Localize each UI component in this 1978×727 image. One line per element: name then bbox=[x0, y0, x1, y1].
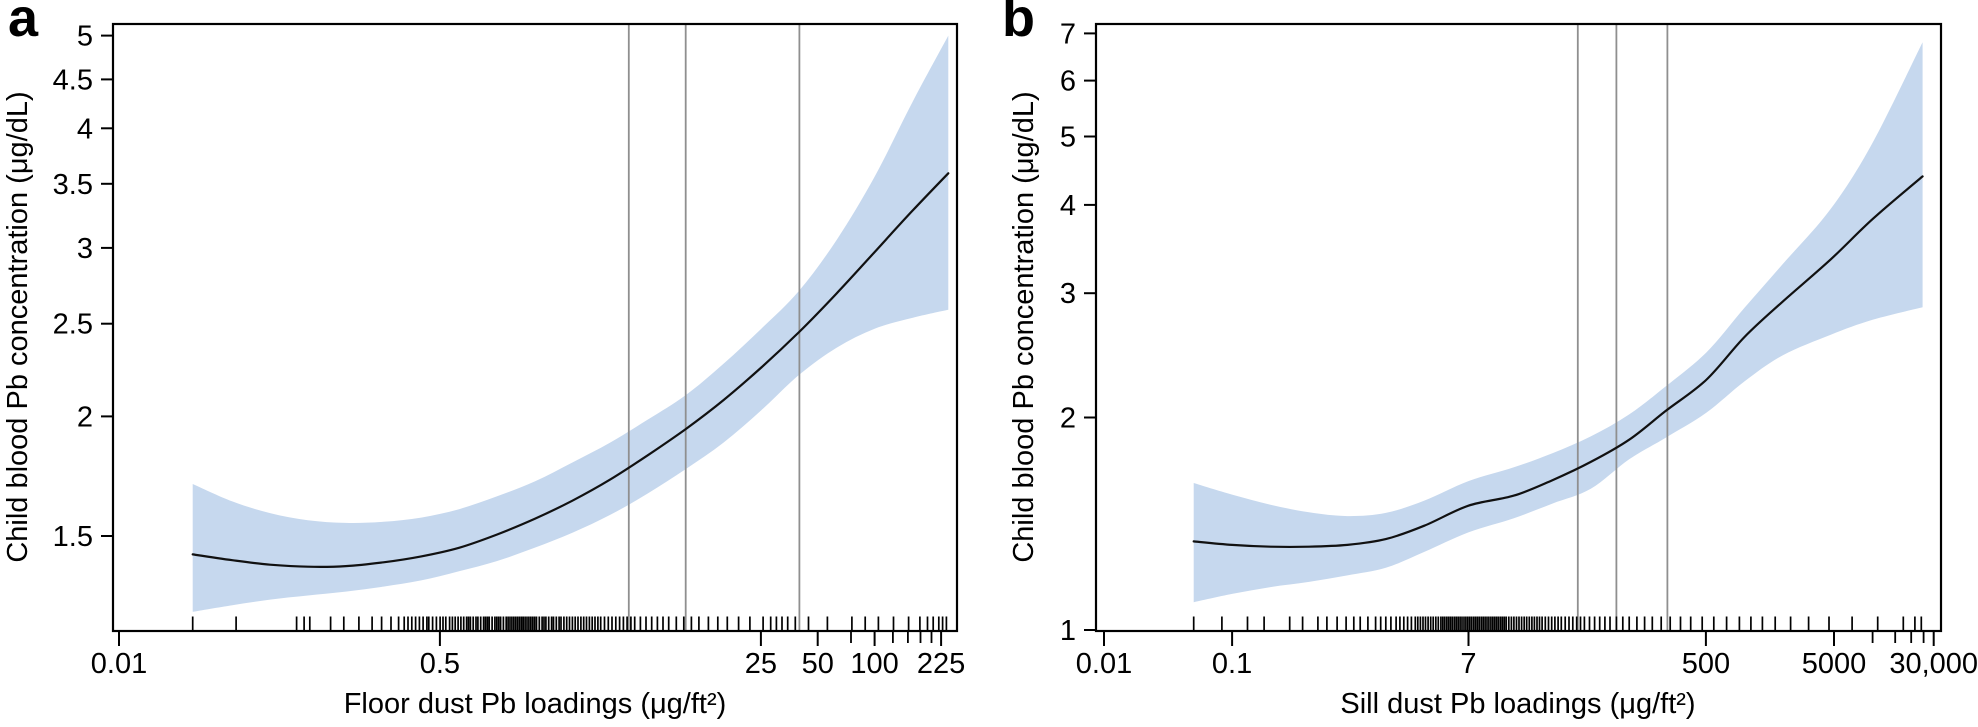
panel-b-letter: b bbox=[1002, 0, 1035, 48]
panel-b-fit-curve bbox=[1192, 175, 1924, 549]
panel-b-x-tick-label: 0.1 bbox=[1212, 648, 1252, 680]
panel-b-y-tick-label: 6 bbox=[1060, 66, 1076, 98]
panel-b-x-tick-label: 500 bbox=[1682, 648, 1730, 680]
panel-a-y-tick-label: 2.5 bbox=[53, 309, 93, 341]
panel-a-y-tick-label: 4 bbox=[77, 113, 93, 145]
panel-a-x-tick-label: 50 bbox=[802, 648, 834, 680]
panel-a-y-tick-label: 4.5 bbox=[53, 64, 93, 96]
panel-b-ci-band bbox=[1193, 42, 1923, 603]
panel-b-y-tick-label: 1 bbox=[1060, 615, 1076, 647]
panel-b-y-tick-label: 7 bbox=[1060, 18, 1076, 50]
panel-b-rug-marks bbox=[1192, 616, 1923, 631]
panel-b-y-tick-label: 5 bbox=[1060, 122, 1076, 154]
panel-b-y-tick-label: 3 bbox=[1060, 278, 1076, 310]
panel-a-x-tick-label: 225 bbox=[917, 648, 965, 680]
panel-a-x-tick-label: 100 bbox=[850, 648, 898, 680]
panel-b-x-axis-title: Sill dust Pb loadings (μg/ft²) bbox=[1340, 688, 1696, 720]
panel-a-x-tick-label: 0.01 bbox=[91, 648, 147, 680]
panel-a-ci-band bbox=[192, 35, 949, 612]
panel-a-letter: a bbox=[8, 0, 39, 48]
panel-b-x-tick-label: 5000 bbox=[1802, 648, 1867, 680]
panel-b-x-tick-label: 0.01 bbox=[1076, 648, 1132, 680]
panel-b-x-tick-label: 30,000 bbox=[1889, 648, 1978, 680]
panel-a-y-tick-label: 3.5 bbox=[53, 169, 93, 201]
panel-a-fit-curve bbox=[191, 172, 950, 568]
panel-a-x-axis-title: Floor dust Pb loadings (μg/ft²) bbox=[343, 688, 727, 720]
panel-a-y-tick-label: 3 bbox=[77, 233, 93, 265]
panel-a-rug-marks bbox=[191, 616, 948, 631]
panel-a-y-tick-label: 5 bbox=[77, 21, 93, 53]
panel-a-y-axis-title: Child blood Pb concentration (μg/dL) bbox=[2, 91, 34, 563]
panel-a-frame bbox=[111, 22, 959, 633]
panel-a-x-tick-label: 25 bbox=[745, 648, 777, 680]
panel-b-y-axis-title: Child blood Pb concentration (μg/dL) bbox=[1008, 91, 1040, 563]
panel-a-y-tick-label: 2 bbox=[77, 401, 93, 433]
panel-b-y-tick-label: 4 bbox=[1060, 190, 1076, 222]
panel-a-x-tick-label: 0.5 bbox=[420, 648, 460, 680]
panel-b-frame bbox=[1094, 22, 1943, 633]
panel-b-y-tick-label: 2 bbox=[1060, 403, 1076, 435]
panel-b-x-tick-label: 7 bbox=[1460, 648, 1476, 680]
panel-a-y-tick-label: 1.5 bbox=[53, 521, 93, 553]
